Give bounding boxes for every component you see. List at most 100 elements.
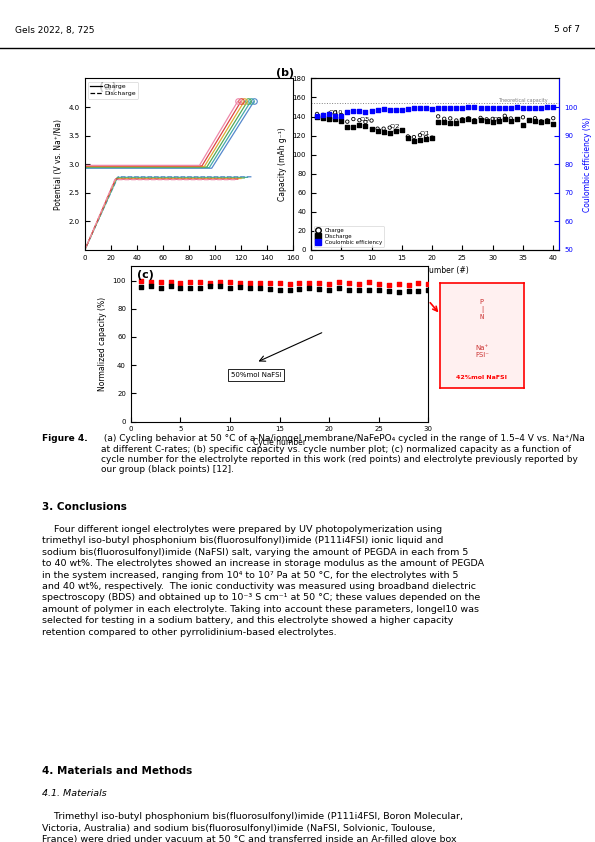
Point	[166, 280, 176, 293]
Point	[488, 112, 497, 125]
Point	[345, 277, 354, 290]
Point	[315, 276, 324, 290]
Point	[337, 114, 346, 127]
Point	[324, 278, 334, 291]
Point	[275, 276, 284, 290]
Point	[440, 112, 449, 125]
Point	[469, 114, 479, 127]
Point	[330, 106, 340, 120]
Point	[464, 101, 473, 115]
Point	[186, 275, 195, 289]
Text: (b): (b)	[276, 68, 295, 78]
Text: 3. Conclusions: 3. Conclusions	[42, 502, 127, 512]
Point	[403, 130, 412, 143]
Point	[524, 114, 534, 127]
Point	[549, 111, 558, 125]
Point	[355, 118, 364, 131]
Point	[374, 284, 384, 297]
Point	[458, 113, 467, 126]
Point	[440, 101, 449, 115]
Point	[421, 102, 431, 115]
Text: 4. Materials and Methods: 4. Materials and Methods	[42, 766, 192, 776]
Text: 5 of 7: 5 of 7	[554, 25, 580, 35]
Text: 42%mol NaFSI: 42%mol NaFSI	[456, 375, 508, 380]
Text: 50%mol NaFSI: 50%mol NaFSI	[231, 372, 281, 378]
Point	[295, 276, 304, 290]
Point	[427, 131, 437, 145]
Point	[394, 285, 403, 298]
Text: C/10: C/10	[329, 109, 343, 115]
Y-axis label: Capacity (mAh g⁻¹): Capacity (mAh g⁻¹)	[278, 127, 287, 201]
Point	[373, 103, 383, 116]
Point	[409, 134, 419, 147]
Point	[354, 283, 364, 296]
Point	[421, 132, 431, 146]
Point	[394, 277, 403, 290]
Point	[349, 112, 358, 125]
Point	[305, 281, 314, 295]
Point	[226, 281, 235, 295]
Point	[391, 124, 400, 137]
Point	[494, 113, 503, 126]
Point	[512, 112, 522, 125]
Point	[524, 101, 534, 115]
Point	[318, 108, 328, 121]
Point	[337, 109, 346, 122]
Point	[235, 276, 245, 290]
Point	[530, 111, 540, 125]
Point	[374, 277, 384, 290]
Text: C/2: C/2	[390, 123, 400, 128]
Point	[361, 119, 370, 132]
Point	[305, 276, 314, 290]
Point	[482, 101, 491, 115]
Point	[506, 101, 516, 115]
Point	[391, 124, 400, 137]
Point	[488, 101, 497, 115]
Point	[549, 117, 558, 131]
Point	[512, 113, 522, 126]
Point	[136, 274, 146, 288]
Point	[440, 115, 449, 128]
Point	[414, 285, 423, 298]
Point	[476, 101, 486, 115]
Point	[476, 113, 486, 126]
Point	[536, 115, 546, 128]
Point	[458, 114, 467, 127]
Point	[361, 115, 370, 129]
Point	[215, 275, 225, 289]
Point	[469, 100, 479, 114]
Point	[464, 111, 473, 125]
Point	[384, 278, 393, 291]
Point	[404, 284, 414, 297]
Point	[136, 280, 146, 294]
Point	[536, 101, 546, 115]
Point	[500, 109, 509, 123]
Point	[349, 104, 358, 118]
Point	[397, 124, 406, 137]
Point	[373, 122, 383, 136]
Y-axis label: Potential (V vs. Na⁺/Na): Potential (V vs. Na⁺/Na)	[54, 119, 63, 210]
Point	[275, 283, 284, 296]
Point	[403, 103, 412, 116]
Point	[452, 101, 461, 115]
Point	[494, 101, 503, 115]
Text: (c): (c)	[137, 269, 154, 280]
Text: C/1: C/1	[420, 131, 430, 136]
Point	[424, 278, 433, 291]
Point	[518, 110, 528, 124]
Point	[464, 113, 473, 126]
Point	[166, 275, 176, 289]
Point	[385, 126, 394, 140]
Point	[265, 282, 274, 296]
Point	[518, 119, 528, 132]
Point	[530, 115, 540, 128]
Point	[409, 131, 419, 144]
Point	[295, 282, 304, 296]
Point	[345, 283, 354, 296]
Point	[146, 279, 155, 292]
Point	[494, 114, 503, 127]
Point	[476, 111, 486, 125]
Point	[433, 115, 443, 129]
Point	[512, 100, 522, 114]
Point	[367, 104, 376, 118]
